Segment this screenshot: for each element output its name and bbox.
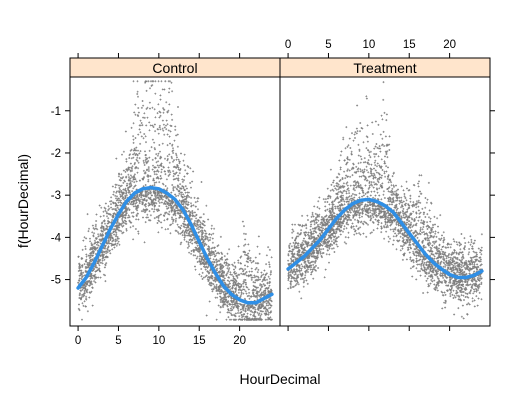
scatter-points: [77, 80, 273, 321]
panel-treatment-smooth-line: [286, 197, 484, 280]
y-axis-title: f(HourDecimal): [15, 154, 31, 248]
panel-control-smooth-line: [76, 185, 274, 305]
y-tick-label: -3: [51, 190, 61, 202]
y-tick-label: -1: [51, 106, 61, 118]
panel-treatment-frame: [279, 76, 491, 327]
y-tick-label: -5: [51, 275, 61, 287]
x-tick-label-bottom: 15: [193, 335, 206, 347]
panel-control-strip-label: Control: [152, 60, 197, 76]
scatter-points: [287, 81, 483, 320]
panel-treatment-points: [287, 81, 483, 320]
y-tick-label: -4: [51, 232, 62, 244]
y-tick-label: -2: [51, 148, 61, 160]
panel-control: Control: [69, 57, 281, 327]
panel-treatment-strip-label: Treatment: [353, 60, 416, 76]
panel-control-points: [77, 80, 273, 321]
x-tick-label-bottom: 20: [233, 335, 246, 347]
x-tick-label-top: 0: [285, 39, 291, 51]
panel-treatment: Treatment: [279, 57, 491, 327]
x-tick-label-bottom: 10: [152, 335, 165, 347]
x-tick-label-top: 15: [403, 39, 416, 51]
x-tick-label-bottom: 5: [115, 335, 121, 347]
x-tick-label-top: 10: [362, 39, 375, 51]
x-tick-label-top: 5: [325, 39, 331, 51]
axes: 0 5 10 15 20 0 5 10 15 20 -1 -2 -3 -4 -5: [51, 39, 495, 347]
x-tick-label-bottom: 0: [75, 335, 81, 347]
x-axis-title: HourDecimal: [240, 371, 321, 387]
x-tick-label-top: 20: [443, 39, 456, 51]
